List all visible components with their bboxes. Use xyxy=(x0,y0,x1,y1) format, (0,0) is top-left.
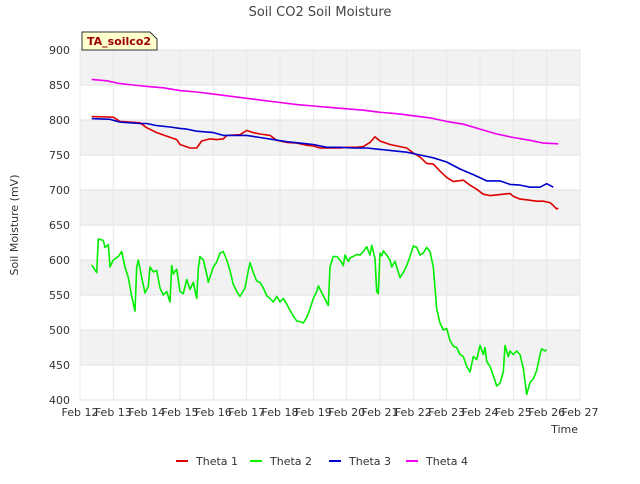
grid-lines xyxy=(79,49,581,401)
legend: Theta 1 Theta 2 Theta 3 Theta 4 xyxy=(176,455,468,468)
y-tick-label: 600 xyxy=(49,254,70,267)
legend-label-theta-4: Theta 4 xyxy=(425,455,468,468)
series-line-theta-1 xyxy=(91,115,559,210)
x-tick-label: Feb 21 xyxy=(362,406,399,419)
x-tick-label: Feb 26 xyxy=(528,406,565,419)
plot-band xyxy=(80,50,580,85)
x-tick-label: Feb 18 xyxy=(262,406,299,419)
series-lines xyxy=(91,78,559,396)
x-tick-label: Feb 25 xyxy=(495,406,532,419)
x-tick-label: Feb 13 xyxy=(95,406,132,419)
x-tick-label: Feb 17 xyxy=(228,406,265,419)
y-tick-label: 650 xyxy=(49,219,70,232)
legend-label-theta-3: Theta 3 xyxy=(348,455,391,468)
y-tick-label: 800 xyxy=(49,114,70,127)
y-tick-labels: 400 450 500 550 600 650 700 750 800 850 900 xyxy=(49,44,70,407)
y-axis-label: Soil Moisture (mV) xyxy=(8,175,21,276)
x-tick-label: Feb 19 xyxy=(295,406,332,419)
series-line-theta-4 xyxy=(91,78,559,145)
y-tick-label: 900 xyxy=(49,44,70,57)
x-tick-label: Feb 24 xyxy=(462,406,499,419)
y-tick-label: 400 xyxy=(49,394,70,407)
x-tick-label: Feb 22 xyxy=(395,406,432,419)
series-line-theta-2 xyxy=(91,238,548,396)
badge-box xyxy=(81,31,158,51)
plot-band xyxy=(80,330,580,365)
y-tick-label: 500 xyxy=(49,324,70,337)
x-tick-label: Feb 15 xyxy=(162,406,199,419)
x-axis-label: Time xyxy=(550,423,578,436)
badge: TA_soilco2 xyxy=(81,31,158,51)
x-tick-label: Feb 16 xyxy=(195,406,232,419)
badge-label: TA_soilco2 xyxy=(87,35,151,48)
x-tick-label: Feb 23 xyxy=(428,406,465,419)
y-tick-label: 450 xyxy=(49,359,70,372)
y-tick-label: 750 xyxy=(49,149,70,162)
y-tick-label: 550 xyxy=(49,289,70,302)
legend-label-theta-1: Theta 1 xyxy=(195,455,238,468)
x-tick-label: Feb 14 xyxy=(128,406,165,419)
x-tick-label: Feb 12 xyxy=(62,406,99,419)
x-tick-label: Feb 27 xyxy=(562,406,599,419)
plot-band xyxy=(80,190,580,225)
legend-label-theta-2: Theta 2 xyxy=(269,455,312,468)
y-tick-label: 850 xyxy=(49,79,70,92)
chart-title: Soil CO2 Soil Moisture xyxy=(249,5,392,20)
series-line-theta-3 xyxy=(91,117,554,188)
x-tick-label: Feb 20 xyxy=(328,406,365,419)
y-tick-label: 700 xyxy=(49,184,70,197)
